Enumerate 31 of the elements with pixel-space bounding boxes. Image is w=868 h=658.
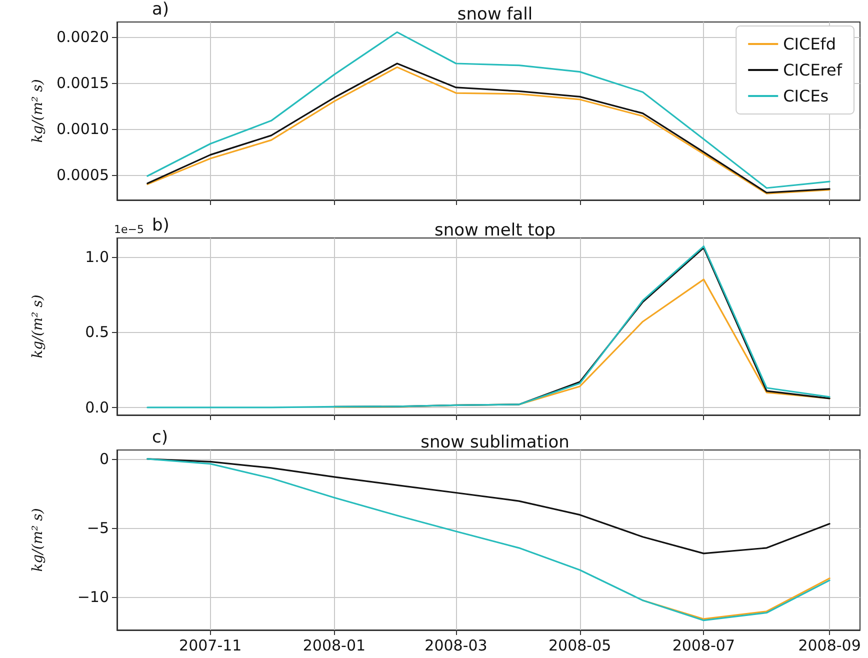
x-tick-label: 2007-11 xyxy=(179,636,242,654)
text: b) xyxy=(152,216,170,236)
legend-label: CICEs xyxy=(783,86,829,106)
legend-label: CICEref xyxy=(783,60,842,80)
y-axis-title: kg/(m² s) xyxy=(30,79,46,143)
text: a) xyxy=(152,0,170,20)
x-tick-label: 2008-05 xyxy=(548,636,612,654)
y-tick-label: 0.0010 xyxy=(56,120,109,138)
y-tick-label: 0.0 xyxy=(85,398,109,416)
y-tick-label: 0.5 xyxy=(85,323,109,342)
legend-label: CICEfd xyxy=(783,34,836,54)
chart-title: snow fall xyxy=(457,4,533,24)
x-tick-label: 2008-07 xyxy=(672,636,736,654)
y-tick-label: 0.0020 xyxy=(56,28,109,46)
x-tick-label: 2008-09 xyxy=(798,636,861,654)
y-axis-title: kg/(m² s) xyxy=(30,508,46,572)
line-series xyxy=(146,458,830,554)
y-tick-label: −10 xyxy=(77,588,109,606)
x-tick-label: 2008-03 xyxy=(424,636,488,654)
y-axis-title: kg/(m² s) xyxy=(30,294,46,358)
chart-title: snow sublimation xyxy=(420,432,570,452)
text: 1e−5 xyxy=(114,223,144,236)
chart-title: snow melt top xyxy=(434,220,556,240)
x-tick-label: 2008-01 xyxy=(302,636,366,654)
y-tick-label: 0 xyxy=(99,450,109,468)
y-tick-label: 1.0 xyxy=(85,248,109,266)
line-series xyxy=(146,458,830,622)
line-series xyxy=(146,245,830,408)
y-tick-label: 0.0005 xyxy=(56,166,109,184)
y-tick-label: −5 xyxy=(86,518,109,537)
y-tick-label: 0.0015 xyxy=(56,74,109,92)
